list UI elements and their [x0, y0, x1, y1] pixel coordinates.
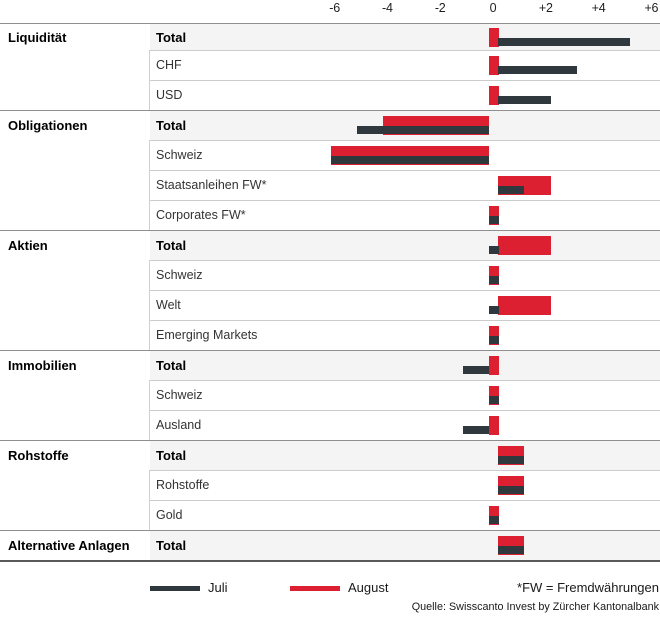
- bar-juli: [462, 425, 489, 434]
- chart-row: Gold: [0, 500, 660, 530]
- bar-august: [489, 356, 499, 375]
- axis-tick-label: -2: [434, 1, 446, 15]
- bar-juli: [489, 335, 499, 344]
- chart-row-total: Alternative Anlagen Total: [0, 530, 660, 560]
- bar-juli: [489, 246, 499, 254]
- row-label: Total: [156, 538, 187, 553]
- chart-row-total: Immobilien Total: [0, 350, 660, 380]
- row-label: Total: [156, 118, 187, 133]
- bar-august: [489, 385, 499, 405]
- legend: Juli August *FW = Fremdwährungen: [0, 579, 660, 597]
- x-axis: -6 -4 -2 0 +2 +4 +6: [0, 0, 660, 22]
- category-label: Immobilien: [8, 358, 77, 373]
- row-label: Schweiz: [156, 268, 203, 282]
- bar-juli: [498, 95, 551, 104]
- row-label: Emerging Markets: [156, 328, 258, 342]
- legend-august-label: August: [348, 580, 389, 595]
- row-label: Total: [156, 358, 187, 373]
- row-label: Total: [156, 29, 187, 45]
- row-label: Corporates FW*: [156, 208, 246, 222]
- row-label: Rohstoffe: [156, 478, 210, 492]
- bar-juli: [462, 366, 489, 374]
- bar-august: [489, 85, 499, 105]
- bar-august: [489, 205, 499, 225]
- category-label: Rohstoffe: [8, 448, 69, 463]
- bar-august: [489, 265, 499, 285]
- axis-tick-label: -4: [382, 1, 393, 15]
- bar-august: [489, 27, 499, 47]
- category-label: Aktien: [8, 238, 48, 253]
- bar-juli: [489, 215, 499, 224]
- row-label: Welt: [156, 298, 181, 312]
- bar-august: [498, 295, 551, 315]
- chart-row-total: Liquidität Total: [0, 23, 660, 50]
- chart-row: Rohstoffe: [0, 470, 660, 500]
- bar-juli: [498, 37, 630, 46]
- chart-row-total: Rohstoffe Total: [0, 440, 660, 470]
- legend-juli-label: Juli: [208, 580, 228, 595]
- bar-august: [498, 236, 551, 255]
- axis-tick-label: +2: [538, 1, 553, 15]
- bar-juli: [498, 185, 525, 194]
- row-label: Schweiz: [156, 388, 203, 402]
- row-label: Gold: [156, 508, 183, 522]
- legend-august-swatch: [290, 586, 340, 591]
- bar-juli: [498, 456, 525, 464]
- bar-august: [489, 55, 499, 75]
- chart-row: Staatsanleihen FW*: [0, 170, 660, 200]
- row-label: Ausland: [156, 418, 202, 432]
- chart-row: Schweiz: [0, 140, 660, 170]
- category-label: Obligationen: [8, 118, 88, 133]
- row-label: USD: [156, 88, 183, 102]
- row-label: Total: [156, 238, 187, 253]
- chart-row-total: Obligationen Total: [0, 110, 660, 140]
- chart-row: Welt: [0, 290, 660, 320]
- bar-juli: [498, 65, 578, 74]
- bar-juli: [498, 546, 525, 554]
- plot-left-divider: [149, 23, 150, 560]
- row-label: Staatsanleihen FW*: [156, 178, 267, 192]
- chart-row: Schweiz: [0, 260, 660, 290]
- row-label: Total: [156, 448, 187, 463]
- chart-row: CHF: [0, 50, 660, 80]
- bar-juli: [489, 275, 499, 284]
- category-label: Liquidität: [8, 29, 67, 45]
- bar-juli: [489, 515, 499, 524]
- axis-tick-label: +4: [591, 1, 606, 15]
- axis-tick-label: 0: [489, 1, 497, 15]
- category-label: Alternative Anlagen: [8, 538, 130, 553]
- bar-juli: [330, 155, 489, 164]
- axis-tick-label: +6: [644, 1, 659, 15]
- bar-august: [489, 325, 499, 345]
- bar-juli: [489, 305, 499, 314]
- row-label: CHF: [156, 58, 182, 72]
- chart-rows: Liquidität Total CHF USD Obligationen Total Sc…: [0, 23, 660, 562]
- bar-august: [489, 505, 499, 525]
- chart-row: Emerging Markets: [0, 320, 660, 350]
- axis-tick-label: -6: [329, 1, 340, 15]
- source-credit: Quelle: Swisscanto Invest by Zürcher Kan…: [411, 601, 659, 613]
- bar-juli: [489, 395, 499, 404]
- row-label: Schweiz: [156, 148, 203, 162]
- chart-row: Ausland: [0, 410, 660, 440]
- chart-row: Schweiz: [0, 380, 660, 410]
- bar-juli: [498, 485, 525, 494]
- bar-august: [489, 415, 499, 435]
- bar-juli: [357, 126, 489, 134]
- fw-footnote: *FW = Fremdwährungen: [517, 580, 659, 595]
- chart-row: Corporates FW*: [0, 200, 660, 230]
- chart-row: USD: [0, 80, 660, 110]
- chart-row-total: Aktien Total: [0, 230, 660, 260]
- legend-juli-swatch: [150, 586, 200, 591]
